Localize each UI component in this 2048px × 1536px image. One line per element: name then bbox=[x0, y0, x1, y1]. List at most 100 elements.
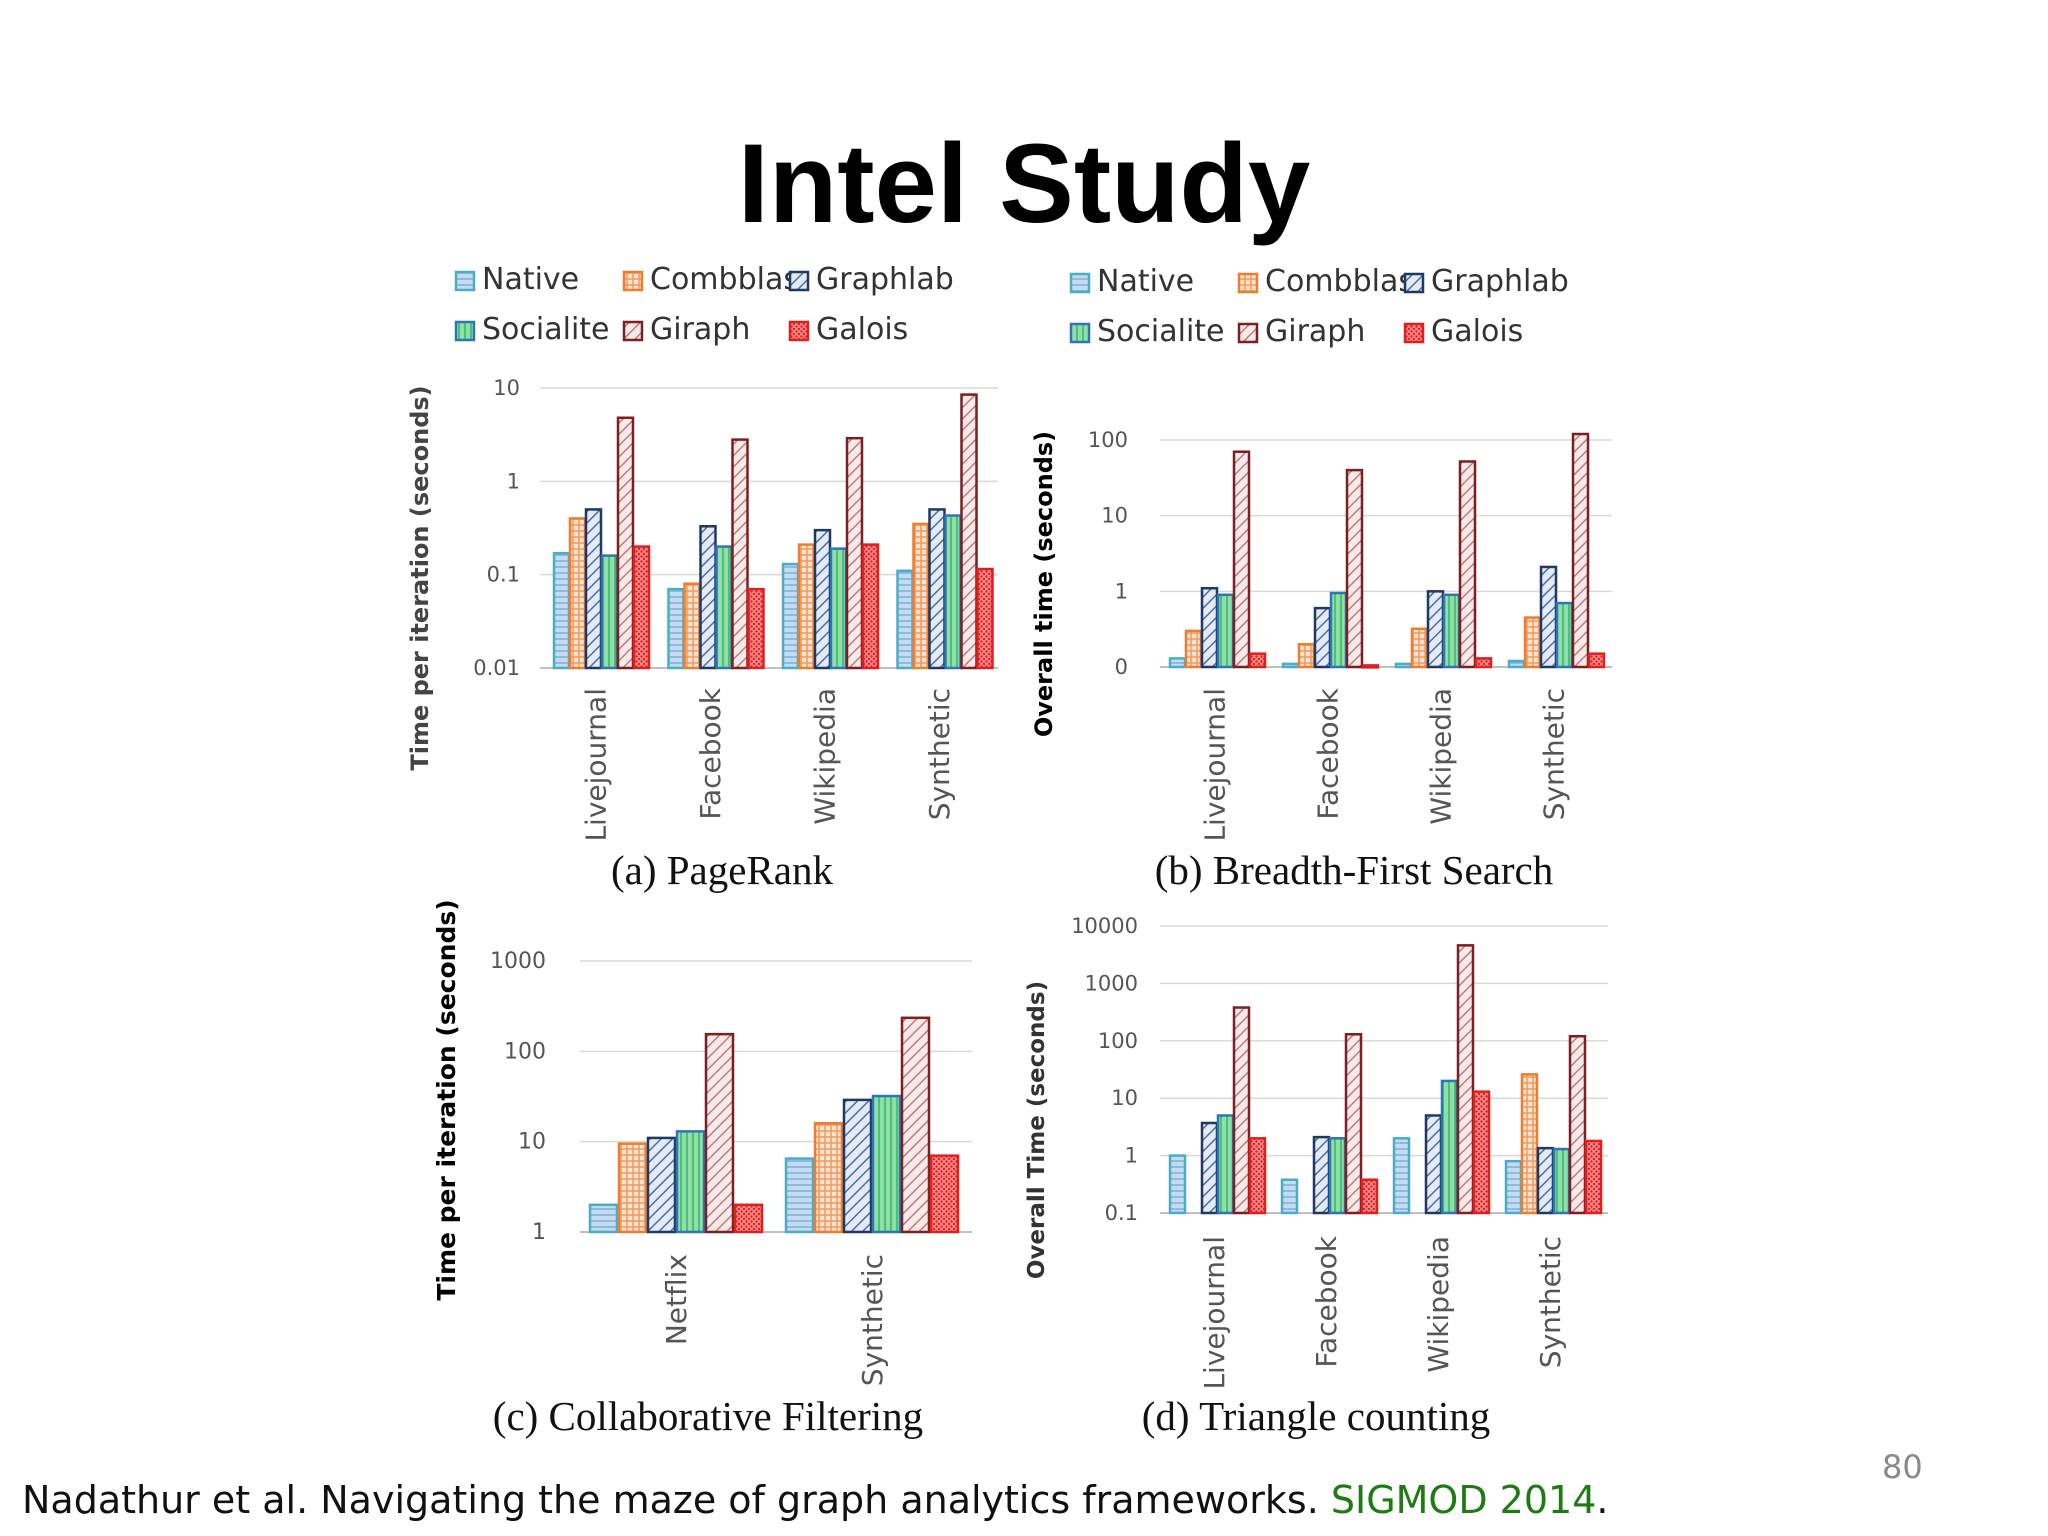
x-category-label-wikipedia: Wikipedia bbox=[808, 688, 841, 825]
bar-wikipedia-native bbox=[1394, 662, 1413, 669]
legend-swatch-graphlab bbox=[1403, 272, 1425, 294]
legend-label-galois: Galois bbox=[816, 312, 908, 347]
bar-livejournal-graphlab bbox=[584, 508, 603, 670]
y-tick-label: 0.1 bbox=[1105, 1201, 1138, 1225]
legend-label-native: Native bbox=[482, 262, 579, 297]
legend-swatch-giraph bbox=[622, 320, 644, 342]
bar-wikipedia-native bbox=[781, 562, 800, 670]
chart-1-legend: Native Combblas Graphlab Socialite Giraph Gal… bbox=[1069, 264, 1569, 349]
bar-facebook-giraph bbox=[731, 438, 749, 670]
bar-wikipedia-graphlab bbox=[1426, 590, 1445, 669]
y-tick-label: 1 bbox=[532, 1220, 546, 1245]
x-category-label-facebook: Facebook bbox=[694, 687, 727, 819]
bar-facebook-combblas bbox=[1297, 642, 1316, 669]
legend-label-native: Native bbox=[1097, 264, 1194, 299]
chart-0-legend: Native Combblas Graphlab Socialite Giraph Gal… bbox=[454, 262, 954, 347]
bar-livejournal-graphlab bbox=[1200, 586, 1219, 669]
citation: Nadathur et al. Navigating the maze of g… bbox=[22, 1478, 1608, 1522]
bar-livejournal-socialite bbox=[1216, 593, 1235, 669]
bar-wikipedia-combblas bbox=[797, 543, 816, 670]
x-category-label-netflix: Netflix bbox=[660, 1254, 693, 1345]
bar-wikipedia-socialite bbox=[829, 547, 848, 670]
legend-label-giraph: Giraph bbox=[1265, 314, 1365, 349]
bar-livejournal-galois bbox=[632, 545, 651, 670]
citation-venue-link[interactable]: SIGMOD 2014 bbox=[1330, 1478, 1597, 1522]
bar-netflix-galois bbox=[733, 1203, 764, 1234]
y-tick-label: 10 bbox=[493, 376, 520, 400]
bar-livejournal-socialite bbox=[600, 554, 619, 670]
bar-facebook-giraph bbox=[1345, 468, 1364, 669]
y-tick-label: 0.01 bbox=[473, 656, 520, 680]
bar-livejournal-galois bbox=[1248, 1137, 1267, 1215]
x-category-label-livejournal: Livejournal bbox=[1199, 688, 1232, 842]
bar-wikipedia-giraph bbox=[1456, 944, 1475, 1215]
x-category-label-synthetic: Synthetic bbox=[1534, 1236, 1567, 1368]
slide-title: Intel Study bbox=[737, 121, 1311, 246]
x-category-label-livejournal: Livejournal bbox=[1198, 1236, 1231, 1390]
bar-facebook-socialite bbox=[1328, 1137, 1347, 1215]
bar-synthetic-native bbox=[1504, 1159, 1523, 1215]
bar-synthetic-combblas bbox=[1523, 616, 1542, 669]
y-tick-label: 10000 bbox=[1071, 914, 1138, 938]
bar-wikipedia-giraph bbox=[1458, 460, 1477, 669]
bar-facebook-native bbox=[1281, 662, 1300, 669]
chart-pagerank: 10 1 0.1 0.01 Time per iteration (seconds) Li… bbox=[406, 376, 998, 893]
bar-wikipedia-native bbox=[1392, 1137, 1411, 1215]
bar-synthetic-native bbox=[784, 1157, 815, 1234]
y-axis-title: Overall Time (seconds) bbox=[1024, 981, 1050, 1279]
bar-synthetic-socialite bbox=[944, 514, 962, 670]
bar-wikipedia-graphlab bbox=[813, 528, 832, 670]
bar-synthetic-giraph bbox=[900, 1016, 931, 1234]
bar-facebook-native bbox=[1280, 1178, 1299, 1215]
bar-synthetic-graphlab bbox=[1539, 565, 1558, 669]
legend-label-graphlab: Graphlab bbox=[1431, 264, 1569, 299]
bar-livejournal-galois bbox=[1248, 652, 1267, 669]
bar-livejournal-native bbox=[552, 551, 571, 670]
legend-swatch-socialite bbox=[1069, 322, 1091, 344]
y-tick-label: 10 bbox=[1101, 504, 1128, 528]
y-tick-label: 0 bbox=[1115, 655, 1128, 679]
bar-wikipedia-giraph bbox=[845, 436, 864, 670]
bar-facebook-socialite bbox=[715, 545, 733, 670]
bar-netflix-graphlab bbox=[646, 1136, 677, 1234]
legend-swatch-galois bbox=[1403, 322, 1425, 344]
chart-triangle-counting: 10000 1000 100 10 1 0.1 Overall Time (seconds)… bbox=[1024, 914, 1608, 1439]
y-axis-title: Time per iteration (seconds) bbox=[406, 385, 434, 770]
bar-synthetic-graphlab bbox=[928, 508, 946, 670]
bar-livejournal-combblas bbox=[568, 517, 587, 670]
bar-synthetic-socialite bbox=[1555, 601, 1574, 669]
bar-synthetic-galois bbox=[976, 567, 994, 670]
chart-caption: (b) Breadth-First Search bbox=[1155, 847, 1554, 893]
y-tick-label: 100 bbox=[1098, 1029, 1138, 1053]
bar-synthetic-socialite bbox=[871, 1094, 902, 1234]
bar-facebook-graphlab bbox=[1313, 606, 1332, 669]
x-category-label-facebook: Facebook bbox=[1310, 1235, 1343, 1367]
x-category-label-synthetic: Synthetic bbox=[1538, 688, 1571, 820]
y-tick-label: 0.1 bbox=[487, 563, 520, 587]
chart-caption: (a) PageRank bbox=[611, 847, 833, 893]
bar-facebook-galois bbox=[1361, 664, 1380, 669]
legend-swatch-combblas bbox=[1237, 272, 1259, 294]
x-category-label-wikipedia: Wikipedia bbox=[1422, 1236, 1455, 1373]
bar-facebook-galois bbox=[1360, 1178, 1379, 1215]
chart-caption: (d) Triangle counting bbox=[1142, 1393, 1490, 1439]
bar-wikipedia-graphlab bbox=[1424, 1114, 1443, 1215]
bar-wikipedia-socialite bbox=[1442, 593, 1461, 669]
bar-livejournal-giraph bbox=[616, 416, 635, 670]
bar-wikipedia-combblas bbox=[1410, 627, 1429, 669]
legend-swatch-native bbox=[454, 270, 476, 292]
bar-synthetic-galois bbox=[1587, 652, 1606, 669]
bar-wikipedia-socialite bbox=[1440, 1079, 1459, 1215]
legend-swatch-socialite bbox=[454, 320, 476, 342]
legend-label-galois: Galois bbox=[1431, 314, 1523, 349]
x-category-label-synthetic: Synthetic bbox=[856, 1254, 889, 1386]
y-tick-label: 1000 bbox=[490, 949, 546, 974]
y-tick-label: 1000 bbox=[1085, 971, 1138, 995]
bar-facebook-graphlab bbox=[699, 525, 717, 670]
bar-wikipedia-galois bbox=[1474, 657, 1493, 669]
legend-label-socialite: Socialite bbox=[1097, 314, 1225, 349]
y-axis-title: Overall time (seconds) bbox=[1030, 431, 1058, 737]
bar-facebook-graphlab bbox=[1312, 1135, 1331, 1215]
x-category-label-wikipedia: Wikipedia bbox=[1425, 688, 1458, 825]
